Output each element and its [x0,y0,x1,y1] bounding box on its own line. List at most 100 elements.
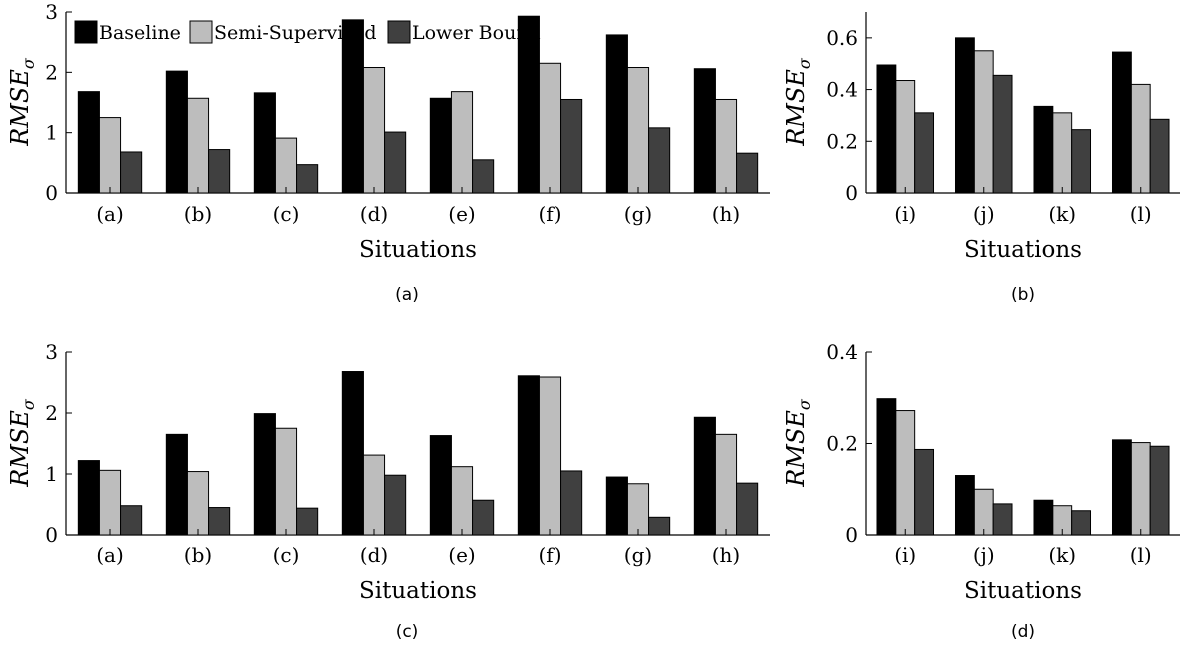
bar [341,371,364,536]
bar [274,427,298,536]
bar [736,482,759,536]
x-tick-label: (f) [538,543,561,567]
y-axis-label: RMSEσ [782,57,814,147]
panel-caption: (a) [395,285,419,305]
y-tick-label: 0.6 [826,26,858,50]
bar [1033,105,1054,194]
bar [1130,83,1151,194]
x-tick-label: (a) [96,202,124,226]
bar [362,67,386,194]
y-tick-label: 2 [45,401,58,425]
legend-swatch [189,20,213,44]
bar [429,97,452,194]
y-tick-label: 0 [45,181,58,205]
bar [560,470,583,536]
bar [876,64,897,194]
y-tick-label: 3 [45,340,58,364]
panel-caption: (b) [1011,285,1035,305]
bar [472,499,495,536]
bar [472,159,495,194]
x-tick-label: (c) [273,202,300,226]
x-tick-label: (b) [184,543,212,567]
x-axis-label: Situations [359,237,477,263]
x-axis-label: Situations [964,578,1082,604]
bar [1071,129,1092,194]
chart-panel: 0 1 2 3 (a) (b) (c) (d) (e) (f) (g) (h) Situations RM… [6,340,770,642]
bar [1071,510,1092,536]
bar [648,127,671,194]
y-axis-label-main: RMSE [6,69,34,147]
bar [450,91,474,194]
y-tick-label: 0.4 [826,78,858,102]
bar [450,466,474,536]
x-tick-label: (d) [360,202,388,226]
chart-panel: 0 0.2 0.4 (i) (j) (k) (l) Situations RMSEσ (d) [782,340,1180,642]
y-axis-label-sub: σ [795,398,814,410]
bar [362,454,386,536]
chart-panel: 0 0.2 0.4 0.6 (i) (j) (k) (l) Situations RMSEσ (b) [782,12,1180,305]
legend-label: Baseline [99,22,181,44]
x-axis-label: Situations [964,237,1082,263]
x-axis-label: Situations [359,578,477,604]
bar [605,34,628,194]
bar [1052,112,1073,194]
bar [648,516,671,536]
bar [914,112,935,194]
bar [165,70,188,194]
y-tick-label: 0.4 [826,340,858,364]
bar [895,80,916,194]
bar [954,475,975,536]
bar [253,413,276,536]
legend-label: Lower Bound [412,22,541,44]
y-tick-label: 0.2 [826,129,858,153]
bar [296,507,319,536]
bar [186,471,210,536]
y-tick-label: 0 [45,523,58,547]
bar [77,91,100,194]
y-axis-label-main: RMSE [782,410,810,488]
y-tick-label: 3 [45,0,58,24]
bar [208,149,231,194]
x-tick-label: (i) [894,543,916,567]
bar [895,410,916,536]
bar [384,474,407,536]
bar [296,164,319,194]
bar [973,488,994,536]
legend: Baseline Semi-Supervised Lower Bound [74,20,541,44]
bar [973,50,994,194]
x-tick-label: (j) [973,543,995,567]
bar [98,117,122,194]
bar [992,74,1013,194]
bar [120,505,143,536]
x-tick-label: (a) [96,543,124,567]
legend-item: Baseline [74,20,181,44]
legend-item: Semi-Supervised [189,20,376,44]
y-axis-label-main: RMSE [782,69,810,147]
bar [120,151,143,194]
y-axis-label: RMSEσ [782,398,814,488]
bar [714,98,738,194]
bar [736,152,759,194]
bar [384,131,407,194]
x-tick-label: (g) [624,543,652,567]
bar [77,460,100,536]
y-tick-label: 1 [45,462,58,486]
y-axis-label-main: RMSE [6,410,34,488]
y-axis-label: RMSEσ [6,398,38,488]
panel-caption: (d) [1011,622,1035,642]
x-tick-label: (c) [273,543,300,567]
y-axis-label-sub: σ [19,57,38,69]
x-tick-label: (i) [894,202,916,226]
x-tick-label: (b) [184,202,212,226]
x-tick-label: (l) [1130,543,1152,567]
x-tick-label: (l) [1130,202,1152,226]
chart-panel: 0 1 2 3 (a) (b) (c) (d) (e) (f) (g) (h) Situations RM… [6,0,770,305]
x-tick-label: (d) [360,543,388,567]
y-tick-label: 0 [845,181,858,205]
bar [208,507,231,536]
x-tick-label: (f) [538,202,561,226]
y-tick-label: 1 [45,121,58,145]
x-tick-label: (e) [448,202,475,226]
x-tick-label: (e) [448,543,475,567]
